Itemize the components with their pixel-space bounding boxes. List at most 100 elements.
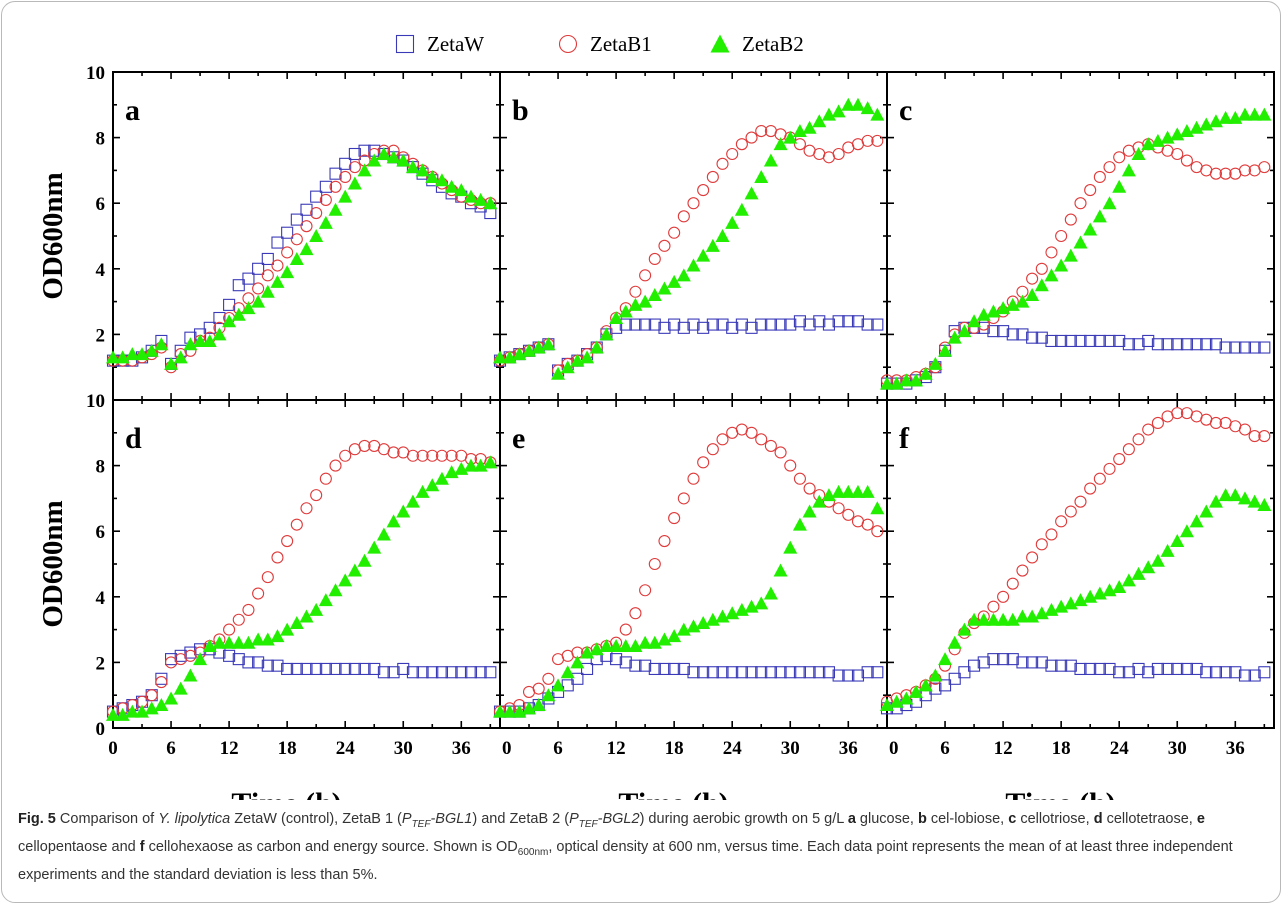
data-point	[542, 672, 555, 685]
data-point	[996, 612, 1011, 626]
data-point	[1238, 164, 1252, 177]
data-point	[842, 508, 855, 521]
data-point	[252, 282, 265, 295]
data-point	[1208, 114, 1223, 128]
data-point	[1151, 416, 1164, 430]
data-point	[1150, 553, 1165, 567]
data-point	[1237, 107, 1252, 121]
data-point	[1055, 515, 1068, 528]
data-point	[745, 321, 758, 334]
data-point	[706, 170, 719, 184]
data-point	[755, 666, 768, 679]
series-zetaw	[493, 649, 884, 718]
data-point	[502, 350, 517, 364]
data-point	[1045, 246, 1058, 259]
data-point	[629, 318, 642, 331]
data-point	[415, 484, 430, 498]
panel-e: 0 6 12 18 24 30 36 Time (h) e	[493, 399, 888, 800]
data-point	[803, 666, 816, 679]
data-point	[493, 350, 507, 364]
series-zetab2	[880, 488, 1272, 712]
data-point	[261, 571, 274, 584]
data-point	[628, 639, 643, 652]
data-point	[1161, 338, 1174, 351]
data-point	[1228, 110, 1243, 124]
data-point	[1092, 209, 1107, 223]
data-point	[222, 314, 237, 328]
data-point	[705, 612, 720, 626]
data-point	[861, 134, 874, 147]
data-point	[706, 666, 719, 679]
data-point	[1102, 196, 1117, 210]
data-point	[1055, 334, 1068, 348]
data-point	[997, 325, 1010, 338]
panel-frame	[112, 399, 501, 729]
y-tick-label: 2	[96, 653, 106, 674]
data-point	[144, 343, 159, 357]
data-point	[1064, 213, 1077, 226]
data-point	[1055, 229, 1068, 243]
data-point	[850, 484, 865, 498]
data-point	[173, 350, 188, 364]
y-tick-label: 8	[96, 129, 106, 150]
series-zetab2	[880, 107, 1272, 390]
x-tick-label: 18	[1052, 738, 1071, 759]
data-point	[629, 659, 642, 672]
data-point	[706, 318, 719, 331]
data-point	[1035, 331, 1048, 344]
data-point	[1083, 222, 1098, 236]
data-point	[687, 472, 700, 485]
data-point	[183, 337, 198, 351]
data-point	[154, 698, 169, 712]
data-point	[1025, 609, 1040, 623]
data-point	[251, 294, 266, 308]
data-point	[377, 666, 390, 679]
data-point	[1179, 524, 1194, 538]
data-point	[1093, 662, 1106, 676]
data-point	[1171, 407, 1184, 420]
data-point	[687, 666, 700, 679]
data-point	[1132, 338, 1145, 351]
caption-text: cellotetraose,	[1102, 811, 1197, 827]
caption-text: cellohexaose as carbon and energy source…	[144, 838, 518, 855]
data-point	[531, 698, 546, 712]
data-point	[987, 600, 1000, 613]
data-point	[1074, 662, 1087, 676]
data-point	[1035, 262, 1048, 275]
data-point	[696, 616, 711, 630]
data-point	[348, 161, 361, 174]
data-point	[822, 666, 836, 679]
data-point	[706, 443, 719, 456]
data-point	[329, 459, 342, 472]
data-point	[793, 138, 806, 151]
data-point	[1054, 599, 1069, 613]
data-point	[387, 446, 400, 459]
data-point	[502, 704, 517, 718]
data-point	[735, 138, 748, 151]
data-point	[223, 649, 236, 662]
data-point	[1218, 488, 1233, 502]
data-point	[977, 321, 990, 334]
data-point	[1044, 602, 1059, 616]
caption-fig-label: Fig. 5	[18, 811, 56, 827]
data-point	[648, 318, 661, 331]
data-point	[1084, 482, 1097, 495]
caption-p: P	[401, 811, 412, 827]
data-point	[1131, 566, 1146, 580]
data-point	[242, 656, 255, 669]
data-point	[231, 635, 246, 649]
data-point	[445, 449, 458, 462]
data-point	[638, 635, 653, 649]
data-point	[551, 366, 566, 380]
data-point	[1257, 107, 1272, 121]
caption-sub: TEF	[411, 818, 431, 830]
data-point	[281, 662, 294, 676]
data-point	[667, 629, 682, 643]
data-point	[870, 501, 885, 515]
data-point	[958, 666, 971, 679]
figure-caption: Fig. 5 Comparison of Y. lipolytica ZetaW…	[18, 808, 1270, 887]
data-point	[474, 666, 487, 679]
data-point	[1055, 659, 1068, 672]
data-point	[1112, 179, 1127, 193]
